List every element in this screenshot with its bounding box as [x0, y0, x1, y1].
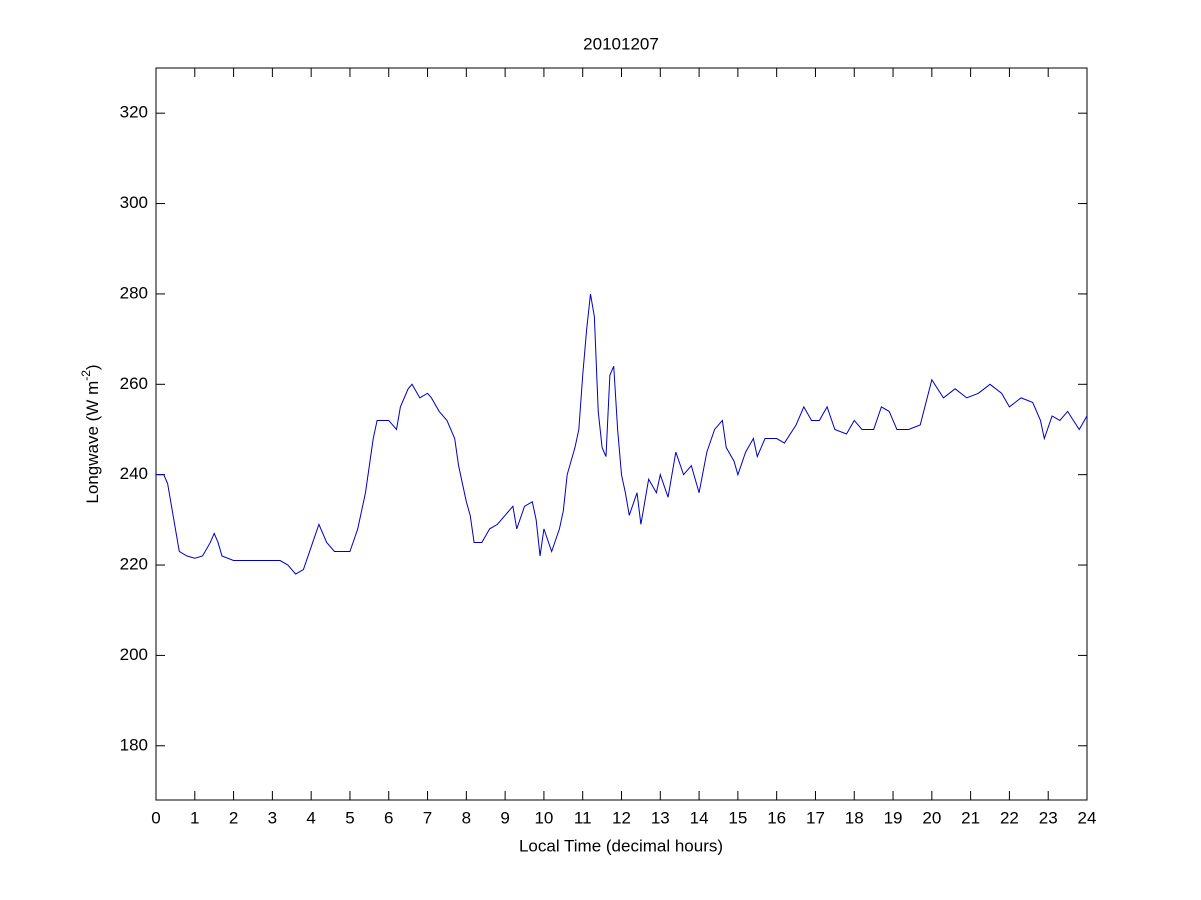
x-tick-label: 16 [767, 808, 786, 827]
x-tick-label: 1 [190, 808, 199, 827]
x-tick-label: 6 [384, 808, 393, 827]
chart-title: 20101207 [583, 34, 659, 53]
x-tick-label: 19 [884, 808, 903, 827]
y-label-text: Longwave (W m [83, 381, 102, 504]
x-tick-label: 18 [845, 808, 864, 827]
plot-frame [155, 67, 1088, 801]
x-tick-label: 12 [612, 808, 631, 827]
x-tick-label: 14 [690, 808, 709, 827]
x-tick-label: 11 [574, 808, 592, 827]
x-tick-label: 20 [922, 808, 941, 827]
y-tick-label: 300 [120, 193, 148, 212]
y-tick-label: 240 [120, 464, 148, 483]
x-tick-label: 21 [961, 808, 980, 827]
x-tick-label: 0 [151, 808, 160, 827]
y-tick-label: 320 [120, 103, 148, 122]
x-tick-label: 24 [1078, 808, 1097, 827]
y-tick-label: 260 [120, 374, 148, 393]
x-axis-label: Local Time (decimal hours) [519, 836, 723, 855]
x-tick-label: 15 [728, 808, 747, 827]
x-tick-label: 7 [423, 808, 432, 827]
y-tick-label: 200 [120, 645, 148, 664]
x-tick-label: 9 [500, 808, 509, 827]
x-tick-label: 13 [651, 808, 670, 827]
x-tick-label: 22 [1000, 808, 1019, 827]
y-tick-label: 280 [120, 283, 148, 302]
y-label-suffix: ) [83, 364, 102, 370]
y-label-sup: -2 [79, 370, 93, 381]
x-tick-label: 4 [306, 808, 315, 827]
x-tick-label: 10 [534, 808, 553, 827]
x-tick-label: 23 [1039, 808, 1058, 827]
x-tick-label: 2 [229, 808, 238, 827]
x-tick-label: 17 [806, 808, 825, 827]
data-line [156, 293, 1088, 575]
y-tick-label: 220 [120, 555, 148, 574]
x-tick-label: 5 [345, 808, 354, 827]
x-tick-label: 8 [462, 808, 471, 827]
y-axis-label: Longwave (W m-2) [79, 364, 102, 503]
y-tick-label: 180 [120, 735, 148, 754]
x-tick-label: 3 [268, 808, 277, 827]
